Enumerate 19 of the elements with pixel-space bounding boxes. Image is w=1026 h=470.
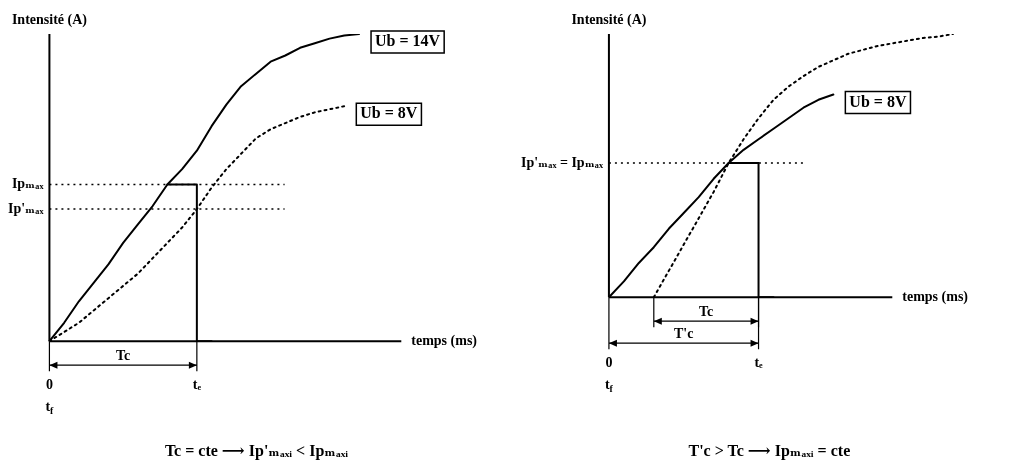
ref-line-label: Ip'ₘₐₓ (8, 200, 45, 216)
text: Tc (699, 303, 714, 319)
y-axis-title: Intensité (A) (571, 11, 647, 28)
x-axis-title: temps (ms) (902, 288, 969, 305)
x-axis-title: temps (ms) (411, 332, 478, 349)
x-tick-label: 0 (605, 355, 613, 371)
y-axis-title: Intensité (A) (11, 11, 88, 28)
text: T'c > Tc ⟶ Ipₘₐₓᵢ = cte (688, 442, 851, 461)
text: T'c (674, 325, 694, 341)
x-tick-label: tₑ (754, 355, 764, 371)
series-label: Ub = 14V (375, 32, 441, 50)
text: Tc (116, 347, 131, 363)
series-label: Ub = 8V (849, 92, 907, 110)
ref-line-label: Ip'ₘₐₓ = Ipₘₐₓ (521, 154, 604, 170)
ref-line-label: Ipₘₐₓ (11, 176, 45, 192)
x-tick-label: 0 (45, 377, 53, 393)
text: Tc = cte ⟶ Ip'ₘₐₓᵢ < Ipₘₐₓᵢ (164, 442, 349, 461)
series-label: Ub = 8V (360, 104, 418, 122)
x-tick-label: tₑ (192, 377, 202, 393)
